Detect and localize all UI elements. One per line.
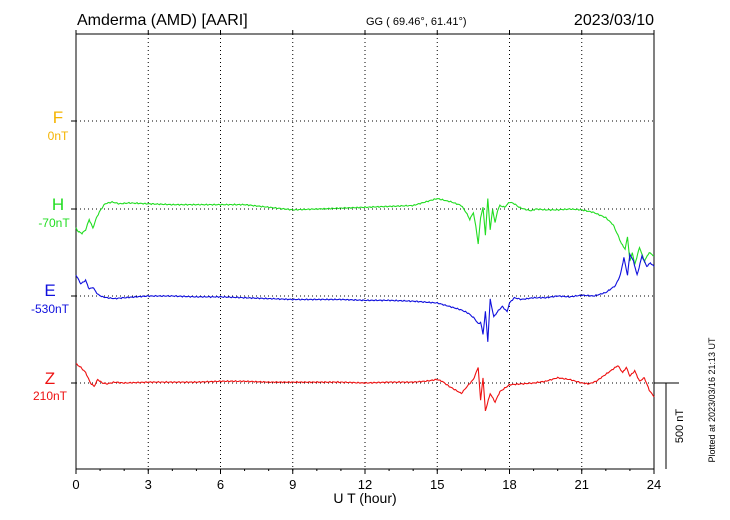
series-line-z <box>75 363 655 412</box>
x-tick-label: 6 <box>217 477 224 492</box>
x-tick-label: 3 <box>145 477 152 492</box>
baseline-label-f: 0nT <box>48 129 69 143</box>
x-tick-label: 12 <box>358 477 372 492</box>
plotted-timestamp: Plotted at 2023/03/16 21:13 UT <box>707 337 717 463</box>
x-tick-label: 0 <box>72 477 79 492</box>
x-tick-label: 9 <box>289 477 296 492</box>
scale-bar-label: 500 nT <box>674 409 686 444</box>
component-label-h: H <box>52 195 64 214</box>
series-line-h <box>75 198 655 265</box>
x-axis-label: U T (hour) <box>333 490 396 506</box>
component-label-z: Z <box>45 369 55 388</box>
baseline-label-e: -530nT <box>31 302 70 316</box>
data-curves <box>75 198 655 412</box>
component-label-e: E <box>44 281 55 300</box>
geographic-coords: GG ( 69.46°, 61.41°) <box>366 16 467 28</box>
x-tick-label: 15 <box>430 477 444 492</box>
component-label-f: F <box>53 108 63 127</box>
gridlines <box>76 34 654 469</box>
series-line-e <box>75 252 655 342</box>
x-axis-ticks: 0 3 6 9 12 15 18 21 24 <box>71 30 661 492</box>
station-title: Amderma (AMD) [AARI] <box>77 12 248 29</box>
plot-frame <box>75 33 655 470</box>
scale-bar: 500 nT <box>654 382 686 469</box>
date-label: 2023/03/10 <box>574 12 654 29</box>
x-tick-label: 18 <box>502 477 516 492</box>
baseline-label-h: -70nT <box>38 216 70 230</box>
x-tick-label: 21 <box>575 477 589 492</box>
baseline-label-z: 210nT <box>33 389 68 403</box>
x-tick-label: 24 <box>647 477 661 492</box>
